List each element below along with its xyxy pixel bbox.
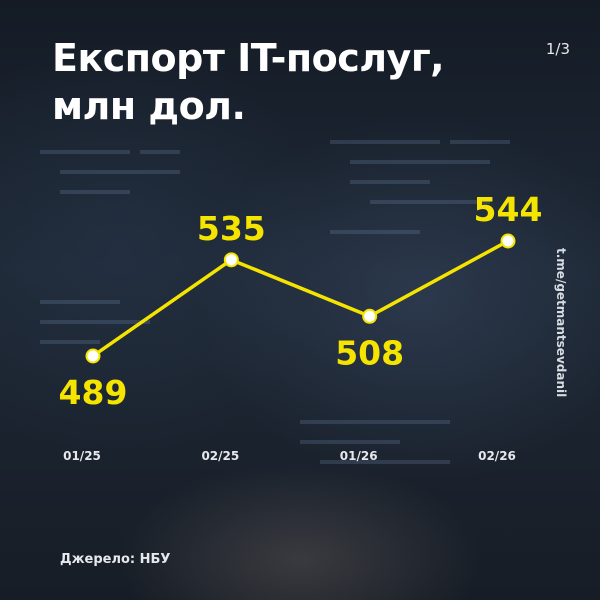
x-tick-label-1: 01/25 [63, 449, 101, 463]
data-point-3 [362, 308, 378, 324]
data-label-2: 535 [197, 209, 266, 248]
data-point-2 [223, 252, 239, 268]
chart-title-line-1: Експорт IT-послуг, [52, 36, 445, 80]
chart-title-line-2: млн дол. [52, 84, 246, 128]
series-line [92, 239, 509, 358]
x-tick-label-3: 01/26 [340, 449, 378, 463]
page-indicator: 1/3 [545, 40, 570, 58]
data-label-3: 508 [335, 333, 404, 372]
x-tick-label-4: 02/26 [478, 449, 516, 463]
x-tick-label-2: 02/25 [201, 449, 239, 463]
data-label-1: 489 [59, 373, 128, 412]
data-label-4: 544 [474, 190, 543, 229]
chart-title: Експорт IT-послуг, млн дол. [52, 34, 492, 130]
data-point-4 [500, 233, 516, 249]
source-note: Джерело: НБУ [60, 552, 171, 567]
data-point-1 [85, 348, 101, 364]
